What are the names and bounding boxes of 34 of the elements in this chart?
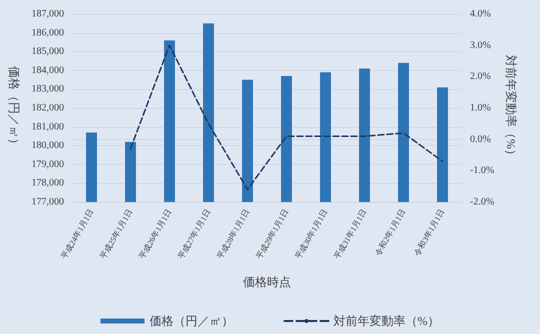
x-tick-label: 平成27年1月1日 bbox=[176, 208, 212, 261]
y-tick-label: 184,000 bbox=[32, 64, 64, 76]
y2-tick-label: 0.0% bbox=[470, 134, 491, 145]
y2-tick-label: 1.0% bbox=[470, 102, 491, 114]
x-tick-label: 令和3年1月1日 bbox=[412, 208, 446, 258]
y2-tick-label: -1.0% bbox=[470, 165, 494, 176]
y-tick-label: 187,000 bbox=[32, 8, 64, 20]
x-tick-label: 平成31年1月1日 bbox=[332, 208, 368, 261]
y-axis-title: 価格（円／㎡） bbox=[7, 66, 21, 150]
y2-axis-title: 対前年変動率（%） bbox=[504, 55, 518, 161]
x-tick-label: 平成28年1月1日 bbox=[216, 208, 252, 261]
y-tick-label: 181,000 bbox=[32, 121, 64, 132]
x-axis-title: 価格時点 bbox=[243, 275, 291, 289]
y-tick-label: 183,000 bbox=[32, 84, 64, 95]
y-tick-label: 186,000 bbox=[32, 27, 64, 38]
line-series bbox=[130, 44, 444, 190]
legend-label: 対前年変動率（%） bbox=[334, 314, 440, 328]
x-tick-label: 平成26年1月1日 bbox=[138, 208, 174, 261]
y2-tick-label: 3.0% bbox=[470, 40, 491, 51]
y-tick-label: 178,000 bbox=[32, 178, 64, 189]
y-tick-label: 182,000 bbox=[32, 102, 64, 114]
x-tick-label: 平成25年1月1日 bbox=[98, 208, 134, 261]
y2-tick-label: 2.0% bbox=[470, 71, 491, 82]
y-tick-label: 180,000 bbox=[32, 140, 64, 152]
y-tick-label: 177,000 bbox=[32, 196, 64, 208]
legend-label: 価格（円／㎡） bbox=[150, 314, 234, 328]
x-tick-label: 平成29年1月1日 bbox=[254, 208, 290, 261]
x-tick-label: 令和2年1月1日 bbox=[374, 208, 408, 258]
x-tick-label: 平成30年1月1日 bbox=[294, 208, 330, 261]
y2-tick-label: -2.0% bbox=[470, 196, 494, 208]
y2-tick-label: 4.0% bbox=[470, 8, 491, 20]
x-tick-label: 平成24年1月1日 bbox=[60, 208, 96, 261]
y-tick-label: 179,000 bbox=[32, 158, 64, 170]
y-tick-label: 185,000 bbox=[32, 46, 64, 58]
